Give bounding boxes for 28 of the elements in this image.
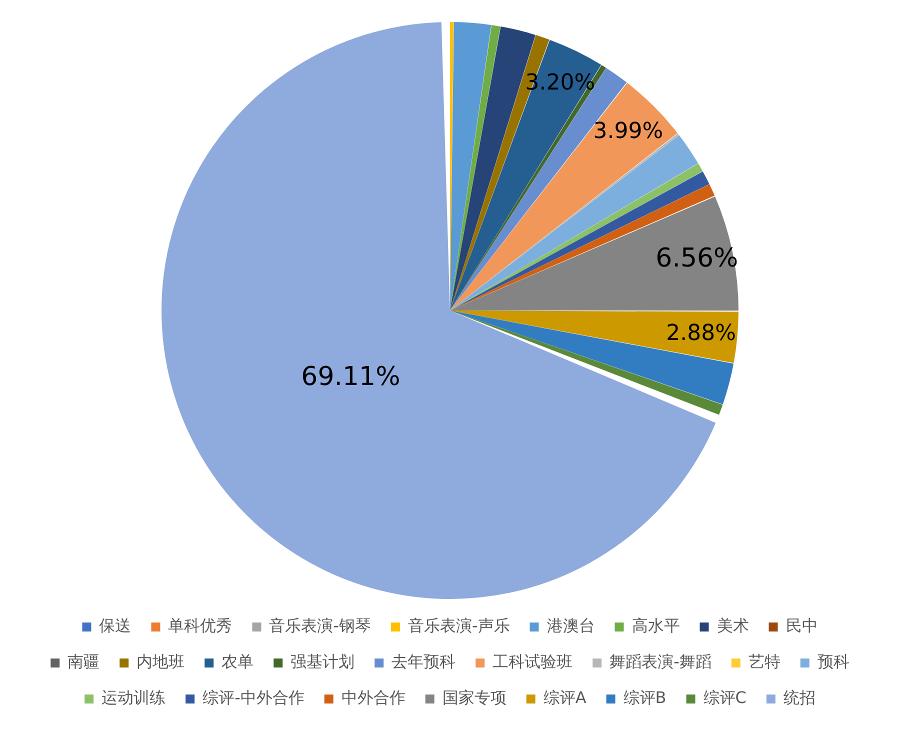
legend-label: 民中 (786, 616, 818, 636)
legend-label: 去年预科 (392, 652, 456, 672)
legend-label: 美术 (716, 616, 749, 636)
legend-label: 舞蹈表演-舞蹈 (610, 652, 712, 672)
legend-label: 中外合作 (341, 688, 406, 708)
legend-label: 运动训练 (102, 688, 166, 708)
data-label: 3.99% (593, 118, 664, 144)
legend-label: 内地班 (136, 652, 185, 672)
legend-label: 单科优秀 (168, 616, 232, 636)
legend-label: 预科 (817, 652, 850, 672)
legend-label: 统招 (783, 688, 816, 708)
legend-label: 港澳台 (546, 616, 595, 636)
legend-label: 农单 (222, 652, 254, 672)
legend-label: 保送 (99, 616, 132, 636)
legend-label: 高水平 (632, 616, 680, 636)
data-label: 69.11% (301, 362, 400, 392)
data-label: 2.88% (666, 320, 736, 346)
legend-label: 综评-中外合作 (202, 688, 304, 708)
legend-label: 强基计划 (290, 652, 355, 672)
legend-label: 工科试验班 (492, 652, 573, 672)
legend-label: 综评B (623, 688, 666, 708)
legend-label: 艺特 (748, 652, 780, 672)
legend-label: 音乐表演-钢琴 (269, 616, 372, 636)
legend-label: 南疆 (68, 652, 100, 672)
legend-label: 国家专项 (442, 688, 506, 708)
legend-label: 综评A (543, 688, 586, 708)
legend-label: 音乐表演-声乐 (408, 616, 510, 636)
legend-label: 综评C (703, 688, 746, 708)
